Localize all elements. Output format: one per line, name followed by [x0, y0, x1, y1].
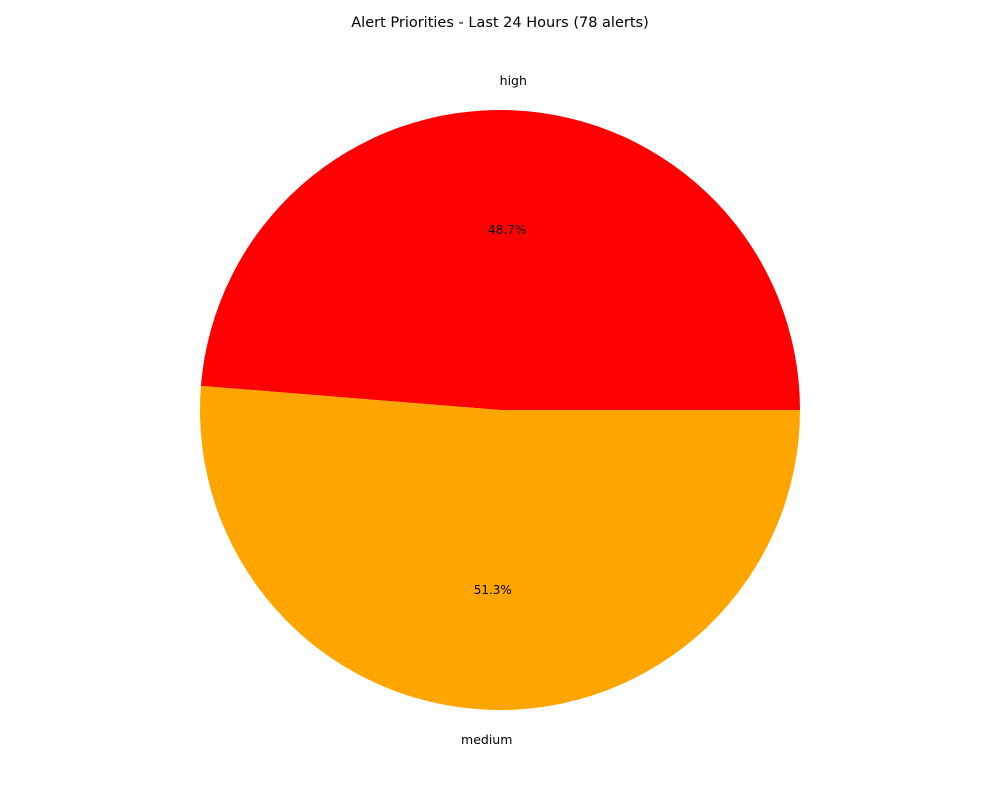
chart-title: Alert Priorities - Last 24 Hours (78 ale…: [351, 15, 648, 31]
slice-percent-medium: 51.3%: [474, 583, 512, 597]
slice-label-medium: medium: [461, 732, 512, 747]
pie-labels: high 48.7% medium 51.3%: [461, 73, 527, 747]
pie-slice-high: [200, 109, 801, 410]
pie-slice-medium: [200, 385, 800, 710]
slice-percent-high: 48.7%: [488, 223, 526, 237]
pie-slices: [200, 109, 801, 710]
slice-label-high: high: [500, 73, 527, 88]
